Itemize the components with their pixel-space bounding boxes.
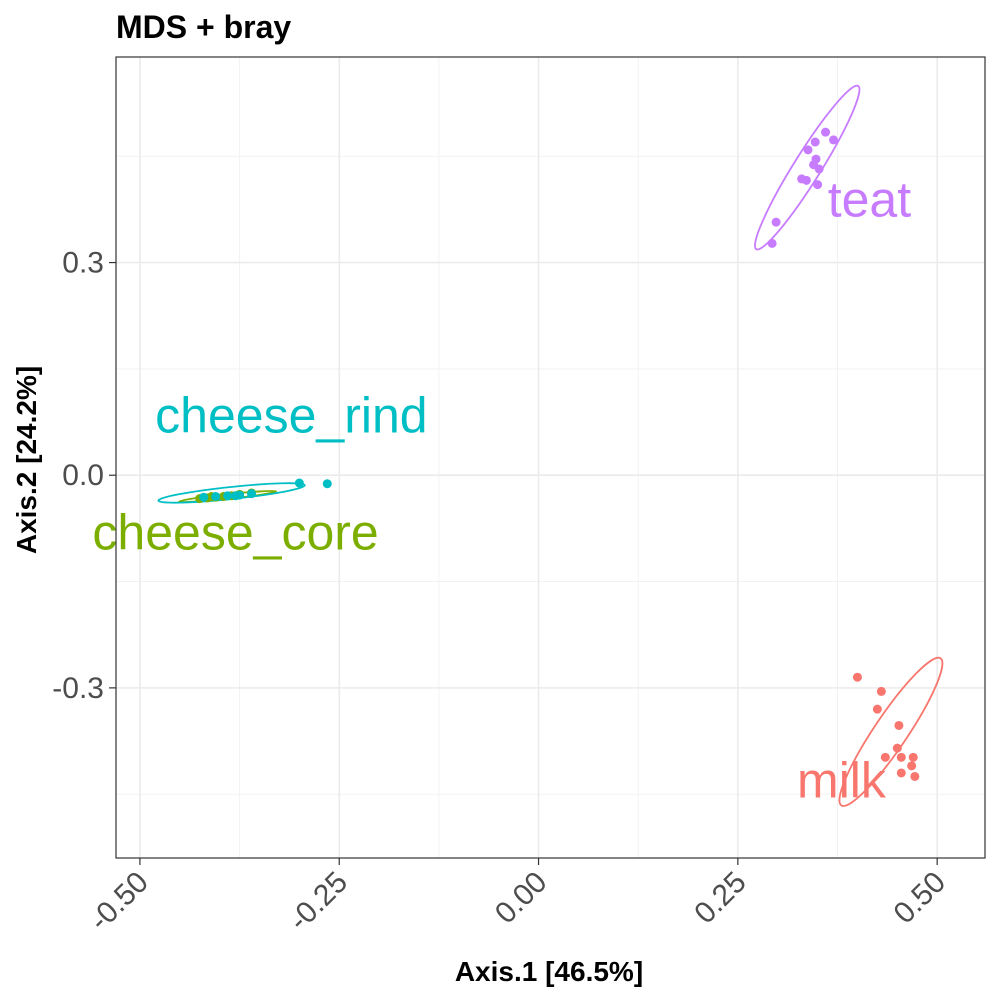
data-points	[195, 127, 920, 781]
label-cheese-rind: cheese_rind	[155, 388, 427, 444]
point-teat	[801, 175, 811, 185]
label-milk: milk	[797, 753, 887, 809]
point-milk	[872, 704, 882, 714]
ellipse-milk	[838, 656, 944, 807]
point-teat	[829, 135, 839, 145]
grid-minor	[116, 57, 985, 858]
point-milk	[880, 752, 890, 762]
x-axis-title: Axis.1 [46.5%]	[455, 956, 643, 987]
point-milk	[908, 752, 918, 762]
y-axis-ticks: -0.3 0.0 0.3	[52, 247, 116, 705]
point-milk	[852, 672, 862, 682]
point-cheese-rind	[223, 491, 233, 501]
point-milk	[907, 761, 917, 771]
point-milk	[892, 743, 902, 753]
point-milk	[896, 768, 906, 778]
point-teat	[821, 127, 831, 137]
point-milk	[896, 752, 906, 762]
y-tick-label: 0.3	[62, 247, 104, 280]
ellipse-teat	[754, 84, 861, 251]
group-labels: cheese_core cheese_rind teat milk	[92, 171, 911, 808]
point-teat	[809, 160, 819, 170]
confidence-ellipses	[157, 84, 944, 807]
point-milk	[910, 771, 920, 781]
point-teat	[813, 180, 823, 190]
point-teat	[803, 145, 813, 155]
panel-border	[115, 56, 986, 859]
point-teat	[771, 217, 781, 227]
y-tick-label: 0.0	[62, 459, 104, 492]
grid-major	[116, 57, 985, 858]
label-teat: teat	[828, 171, 912, 227]
y-tick-label: -0.3	[52, 672, 104, 705]
point-teat	[767, 238, 777, 248]
point-milk	[876, 686, 886, 696]
y-axis-title: Axis.2 [24.2%]	[11, 366, 42, 554]
point-teat	[810, 137, 820, 147]
point-cheese-rind	[231, 491, 241, 501]
point-cheese-rind	[322, 479, 332, 489]
label-cheese-core: cheese_core	[92, 505, 378, 561]
point-cheese-rind	[294, 478, 304, 488]
point-milk	[894, 720, 904, 730]
point-cheese-rind	[247, 489, 257, 499]
point-cheese-rind	[199, 492, 209, 502]
chart-title: MDS + bray	[116, 9, 291, 45]
point-cheese-rind	[211, 491, 221, 501]
